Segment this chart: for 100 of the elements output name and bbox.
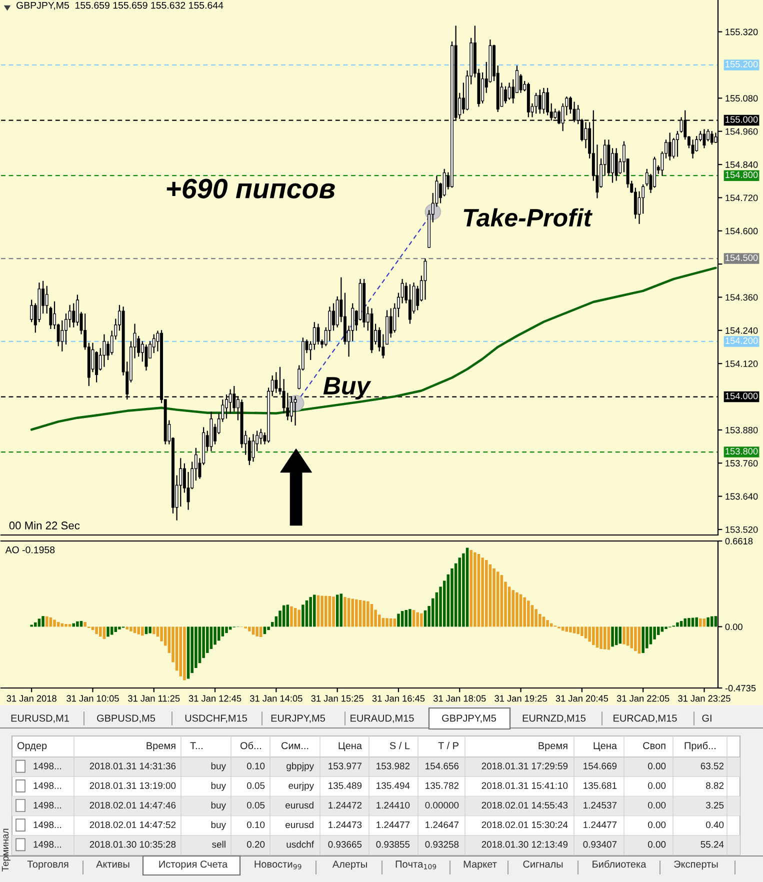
bar xyxy=(309,597,312,627)
bar xyxy=(404,610,408,627)
bar xyxy=(474,552,476,627)
bar xyxy=(611,626,614,647)
bar xyxy=(362,600,366,627)
annotation: Take-Profit xyxy=(464,208,593,227)
text: Сим... xyxy=(282,742,308,750)
bar xyxy=(492,568,496,627)
candlestick xyxy=(424,258,427,300)
bar xyxy=(160,626,163,642)
candlestick xyxy=(328,306,332,342)
bar xyxy=(260,626,262,638)
text: eurjpy xyxy=(288,782,314,791)
bar xyxy=(607,626,610,650)
candlestick xyxy=(312,322,316,350)
text: Новости$_{99}$ xyxy=(254,860,302,870)
candlestick xyxy=(668,132,672,161)
candlestick xyxy=(248,436,251,466)
bar xyxy=(328,596,332,627)
bar xyxy=(110,626,114,635)
bar xyxy=(485,560,488,627)
candlestick xyxy=(408,284,412,324)
candlestick xyxy=(144,344,148,372)
ref-line-label: 155.000 xyxy=(726,116,758,123)
candlestick xyxy=(294,396,297,426)
candlestick xyxy=(259,428,262,445)
bar xyxy=(600,626,602,649)
bar xyxy=(496,572,500,627)
text: 0.93665 xyxy=(328,841,362,848)
candlestick xyxy=(274,372,278,394)
bar xyxy=(98,626,102,637)
text: EURUSD,M1 xyxy=(11,714,69,723)
bar xyxy=(576,626,580,634)
bar xyxy=(286,604,290,627)
bar xyxy=(355,599,358,627)
text: 0.05 xyxy=(246,802,265,809)
bar xyxy=(477,554,480,627)
bar xyxy=(34,622,37,627)
bar xyxy=(458,558,462,627)
text: Терминал xyxy=(2,828,10,872)
line-series xyxy=(30,266,717,431)
text: 2018.01.30 10:35:28 xyxy=(90,841,176,848)
bar xyxy=(370,604,374,627)
candlestick xyxy=(710,130,714,146)
text: sell xyxy=(212,840,226,848)
text: EURJPY,M5 xyxy=(271,714,325,723)
text: eurusd xyxy=(286,821,314,828)
text: EURCAD,M15 xyxy=(614,714,677,723)
bar xyxy=(214,626,216,645)
y-tick-label: 153.640 xyxy=(726,493,758,500)
text: 0.00 xyxy=(648,841,666,848)
y-tick-label: 154.120 xyxy=(726,360,758,367)
text: Своп xyxy=(643,742,666,750)
text: 0.10 xyxy=(246,762,265,770)
text: 135.681 xyxy=(584,782,617,789)
bar xyxy=(416,612,419,627)
x-tick-label: 31 Jan 15:25 xyxy=(311,695,364,702)
bar xyxy=(305,600,308,627)
text: GBPUSD,M5 xyxy=(97,714,156,723)
bar xyxy=(179,626,182,676)
candlestick xyxy=(102,334,106,368)
text: Т... xyxy=(190,742,202,750)
text: 63.52 xyxy=(700,762,724,770)
text: 2018.01.31 15:41:10 xyxy=(482,782,568,789)
y-tick-label: 154.960 xyxy=(726,128,758,135)
bar xyxy=(344,597,346,627)
text: 1.24472 xyxy=(328,802,362,808)
text: 1.24537 xyxy=(584,802,617,809)
text: GBPJPY,M5 xyxy=(442,714,496,723)
candlestick xyxy=(546,87,550,116)
text: gbpjpy xyxy=(286,762,314,772)
bar xyxy=(584,626,588,638)
bar xyxy=(516,592,518,627)
text: Об... xyxy=(240,742,261,750)
text: GI xyxy=(702,714,712,722)
bar xyxy=(340,594,343,627)
bar xyxy=(695,617,698,627)
bar xyxy=(126,626,128,630)
bar xyxy=(638,626,641,654)
x-tick-label: 31 Jan 14:05 xyxy=(250,695,302,702)
candlestick xyxy=(614,148,618,182)
bar xyxy=(347,598,350,627)
y-tick-label: 154.360 xyxy=(726,294,758,301)
candlestick xyxy=(538,89,542,114)
bar xyxy=(294,608,297,627)
text: Маркет xyxy=(464,860,497,870)
text: 2018.01.31 14:31:36 xyxy=(90,762,176,770)
bar xyxy=(186,626,190,679)
bar xyxy=(534,609,538,627)
text: 2018.02.01 14:55:43 xyxy=(482,802,568,809)
text: eurusd xyxy=(286,802,314,809)
bar xyxy=(130,626,132,632)
bar xyxy=(38,618,41,627)
candlestick xyxy=(442,168,446,197)
candlestick xyxy=(508,82,511,100)
bar xyxy=(397,614,400,627)
bar xyxy=(133,626,136,634)
bar xyxy=(148,626,152,634)
bar xyxy=(408,609,412,627)
ref-line-label: 154.800 xyxy=(726,172,758,178)
